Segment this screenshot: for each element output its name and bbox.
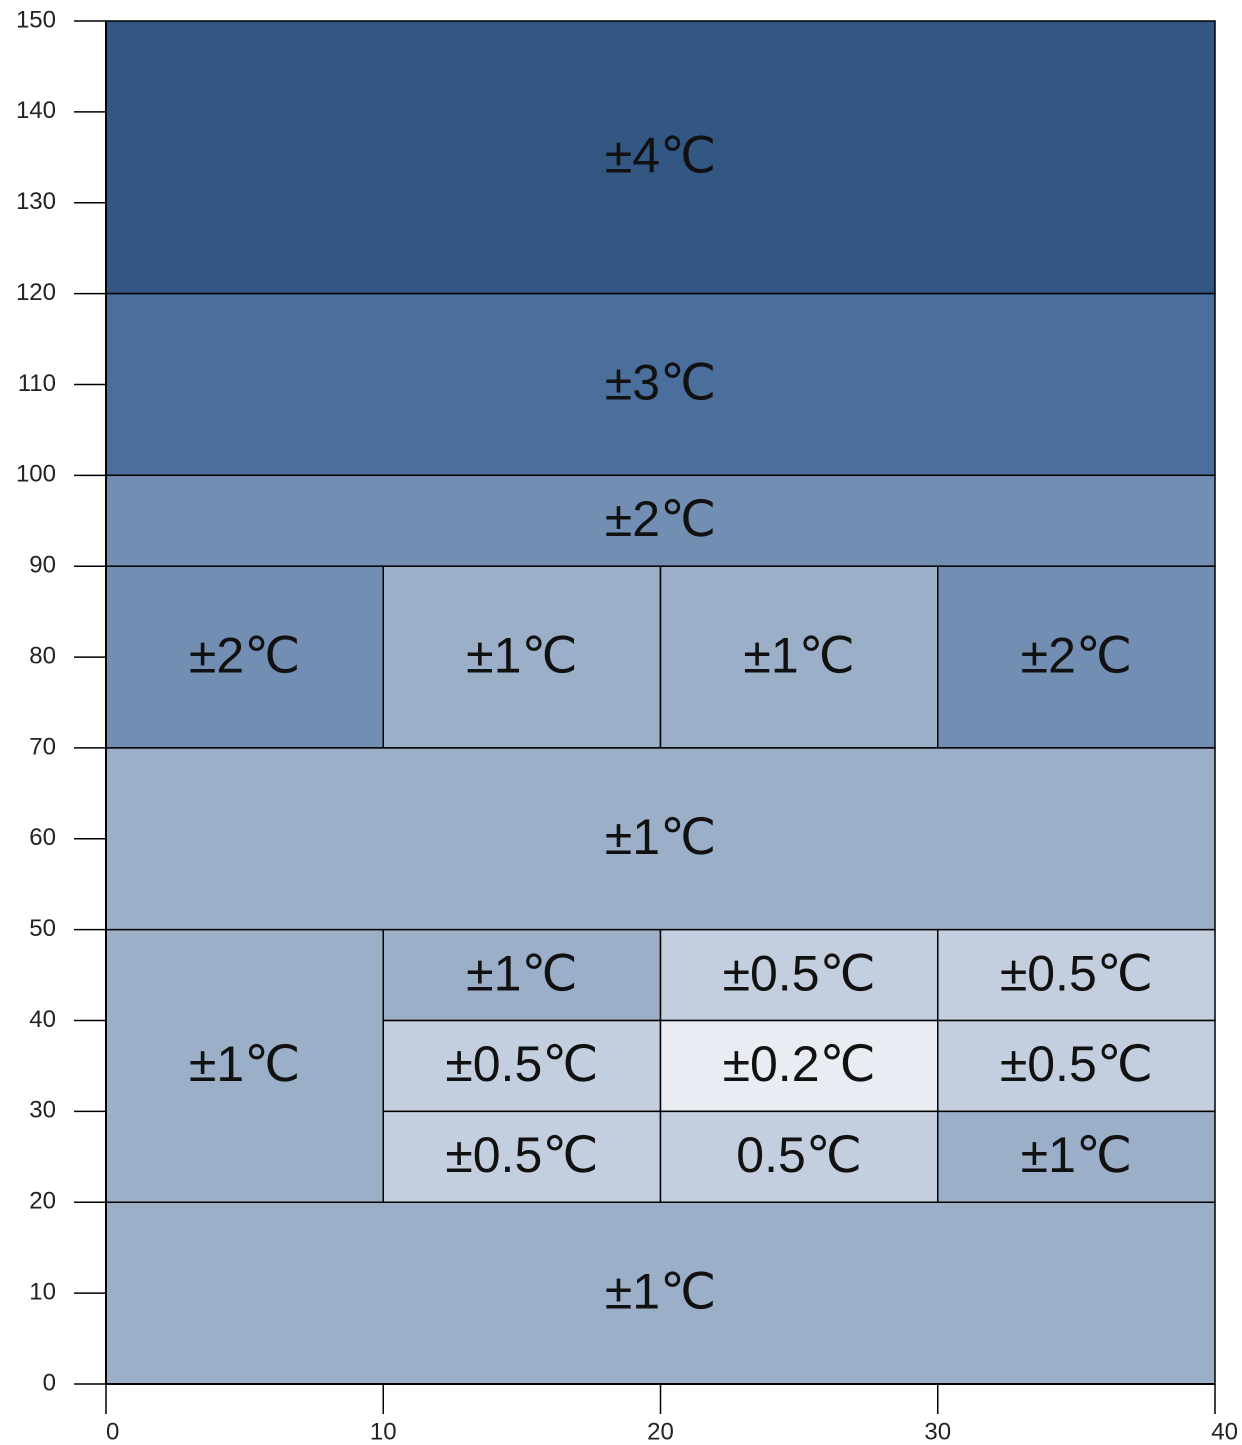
heatmap-cell (659, 1019, 939, 1113)
heatmap-cell (937, 1019, 1216, 1113)
y-tick-label: 0 (43, 1369, 56, 1396)
y-tick-label: 100 (16, 461, 56, 488)
heatmap-cell (937, 565, 1216, 749)
cell-label: ±0.5℃ (1000, 1036, 1153, 1092)
heatmap-cell (659, 565, 939, 749)
y-tick-label: 30 (29, 1097, 56, 1124)
cell-label: ±0.5℃ (445, 1036, 598, 1092)
cell-label: ±3℃ (605, 355, 716, 411)
y-tick-label: 20 (29, 1188, 56, 1215)
cell-label: ±2℃ (189, 627, 300, 683)
y-tick-label: 40 (29, 1006, 56, 1033)
heatmap-cell (382, 928, 662, 1022)
x-tick-label: 30 (924, 1418, 951, 1445)
heatmap-cell (105, 565, 384, 749)
y-tick-label: 110 (18, 370, 56, 397)
y-tick-label: 140 (16, 97, 56, 124)
heatmap-cells (105, 20, 1216, 1385)
y-tick-label: 150 (16, 6, 56, 33)
cell-label: ±1℃ (466, 945, 577, 1001)
cell-label: ±0.5℃ (1000, 945, 1153, 1001)
y-tick-label: 130 (16, 188, 56, 215)
cell-label: ±0.2℃ (723, 1036, 876, 1092)
heatmap-cell (382, 1110, 662, 1204)
cell-label: ±1℃ (466, 627, 577, 683)
heatmap-cell (105, 747, 1216, 931)
heatmap-cell (937, 1110, 1216, 1204)
y-tick-label: 80 (29, 642, 56, 669)
cell-label: ±2℃ (605, 491, 716, 547)
heatmap-cell (105, 292, 1216, 477)
cell-label: ±1℃ (743, 627, 854, 683)
heatmap-cell (382, 565, 662, 749)
x-tick-label: 10 (370, 1418, 397, 1445)
cell-label: ±1℃ (1021, 1127, 1132, 1183)
y-tick-label: 120 (16, 279, 56, 306)
cell-labels: ±4℃ ±3℃ ±2℃ ±2℃ ±1℃ ±1℃ ±2℃ ±1℃ ±1℃ ±1℃ ±0.5℃ ±0.5℃… (189, 128, 1153, 1320)
y-tick-label: 50 (29, 915, 56, 942)
axes: 0 10 20 30 40 50 60 70 80 90 100 110 120 130 140 150 0 10… (16, 6, 1238, 1445)
cell-label: 0.5℃ (736, 1127, 862, 1183)
x-tick-label: 20 (647, 1418, 674, 1445)
cell-label: ±1℃ (605, 809, 716, 865)
x-tick-label: 40 (1211, 1418, 1238, 1445)
heatmap-cell (105, 20, 1216, 295)
cell-label: ±1℃ (605, 1263, 716, 1319)
heatmap-cell (659, 1110, 939, 1204)
cell-label: ±0.5℃ (723, 945, 876, 1001)
heatmap-cell (105, 1201, 1216, 1385)
y-tick-label: 70 (29, 733, 56, 760)
heatmap-cell (105, 474, 1216, 567)
x-tick-label: 0 (106, 1418, 119, 1445)
cell-label: ±2℃ (1021, 627, 1132, 683)
y-tick-label: 60 (29, 824, 56, 851)
cell-label: ±0.5℃ (445, 1127, 598, 1183)
cell-label: ±4℃ (605, 128, 716, 184)
y-tick-label: 10 (29, 1278, 56, 1305)
heatmap-cell (382, 1019, 662, 1113)
cell-label: ±1℃ (189, 1036, 300, 1092)
y-tick-label: 90 (29, 552, 56, 579)
heatmap-cell (937, 928, 1216, 1022)
